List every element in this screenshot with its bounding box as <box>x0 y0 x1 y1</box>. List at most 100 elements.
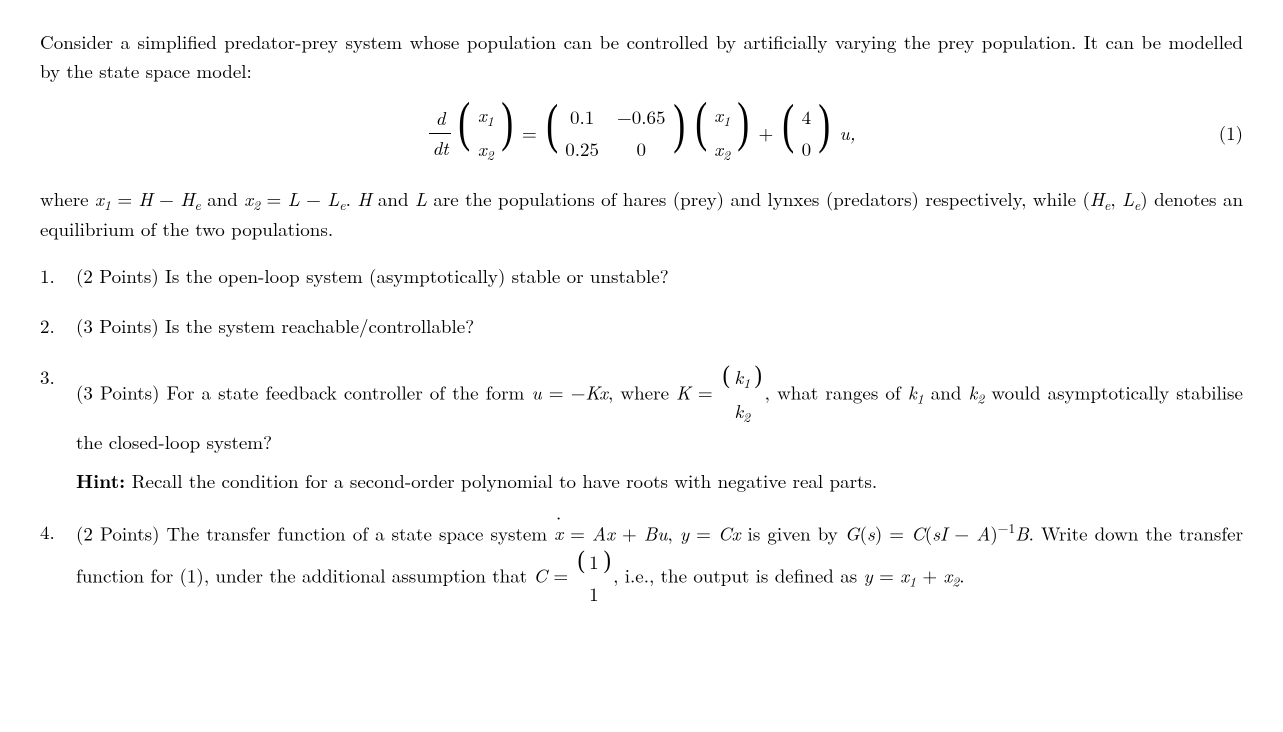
x1b: x <box>714 101 723 128</box>
krow-0s: 1 <box>743 373 750 392</box>
q4-eq5: = <box>873 561 900 588</box>
q4-u: u <box>657 519 667 546</box>
w-r2: L <box>415 185 427 212</box>
C-row-matrix: ( 1 1 ) <box>577 548 612 609</box>
q1-text: Is the open-loop system (asymptotically)… <box>159 262 669 289</box>
state-vector-rhs: ( x1 x2 ) <box>692 101 753 166</box>
q2-marker: 2. <box>40 312 55 341</box>
q4-eq3: = <box>882 519 911 546</box>
q4-s: s <box>867 519 875 546</box>
q3-Keq: = <box>691 378 720 405</box>
q4-C: C <box>718 519 732 546</box>
B-vector: ( 4 0 ) <box>779 103 833 164</box>
w-H: H <box>139 185 153 212</box>
q3-marker: 3. <box>40 363 55 392</box>
q4-eq2: = <box>689 519 718 546</box>
where-pre: where <box>40 185 95 212</box>
q4-dot: . <box>959 561 964 588</box>
w-eq1: = <box>111 185 139 212</box>
ddt-num: d <box>429 104 451 133</box>
q3-where: , where <box>608 378 676 405</box>
q3-K2: K <box>676 378 691 405</box>
w-eq2: = <box>260 185 288 212</box>
w-m1: − <box>153 185 181 212</box>
w-r1: H <box>357 185 371 212</box>
q4-A2: A <box>976 519 990 546</box>
equation-number: (1) <box>1219 119 1243 148</box>
q4-sI: sI <box>932 519 947 546</box>
x1-sub: 1 <box>487 110 494 129</box>
q4-eq1: = <box>563 519 592 546</box>
w-L: L <box>288 185 300 212</box>
q3-hint-text: Recall the condition for a second-order … <box>125 467 877 494</box>
x1: x <box>478 101 487 128</box>
equals-sign: = <box>522 119 537 148</box>
q4-marker: 4. <box>40 518 55 547</box>
q3-and: and <box>924 378 969 405</box>
q3-k2: k <box>969 378 978 405</box>
q4-x1ps: 1 <box>909 571 916 590</box>
q4-y2: y <box>864 561 873 588</box>
w-comma: , <box>1110 185 1122 212</box>
w-He: H <box>180 185 194 212</box>
question-list: 1. (2 Points) Is the open-loop system (a… <box>40 262 1243 609</box>
equation-1: d dt ( x1 x2 ) = ( 0.1 −0.65 0.25 0 ) ( … <box>40 99 1243 167</box>
w-x1s: 1 <box>104 195 111 214</box>
intro-text: Consider a simplified predator-prey syst… <box>40 28 1243 84</box>
q4-B: B <box>644 519 657 546</box>
crow-1: 1 <box>589 580 599 609</box>
q4-C3: C <box>533 561 547 588</box>
q4-xdot: x <box>554 519 563 546</box>
w-m2: − <box>300 185 328 212</box>
B-1: 0 <box>802 135 812 164</box>
where-paragraph: where x1 = H − He and x2 = L − Le. H and… <box>40 185 1243 244</box>
w-r3: are the populations of hares (prey) and … <box>427 185 1090 212</box>
x2: x <box>478 135 487 162</box>
q1-marker: 1. <box>40 262 55 291</box>
q4-A: A <box>592 519 606 546</box>
q4-Go: ( <box>860 519 867 546</box>
q4-inv: −1 <box>998 518 1015 537</box>
q4-B2: B <box>1015 519 1028 546</box>
plus-sign: + <box>758 119 773 148</box>
q3-post: , what ranges of <box>765 378 908 405</box>
crow-0: 1 <box>589 548 599 577</box>
q4-points: (2 Points) <box>76 519 159 546</box>
question-3: 3. (3 Points) For a state feedback contr… <box>76 363 1243 496</box>
w-and2: and <box>371 185 415 212</box>
q4-given: is given by <box>740 519 844 546</box>
w-Le2: L <box>1122 185 1134 212</box>
A-matrix: ( 0.1 −0.65 0.25 0 ) <box>543 103 688 164</box>
x2b-sub: 2 <box>723 145 730 164</box>
q2-text: Is the system reachable/controllable? <box>159 312 474 339</box>
q4-pre: The transfer function of a state space s… <box>159 519 554 546</box>
state-vector-lhs: ( x1 x2 ) <box>455 101 516 166</box>
A-10: 0.25 <box>565 135 599 164</box>
x2b: x <box>714 135 723 162</box>
K-row-matrix: ( k1 k2 ) <box>722 363 763 428</box>
q4-x2p: x <box>943 561 952 588</box>
q4-eq4: = <box>547 561 574 588</box>
q4-plus2: + <box>916 561 943 588</box>
q4-min: − <box>947 519 976 546</box>
B-0: 4 <box>802 103 812 132</box>
q3-hint-label: Hint: <box>76 466 125 494</box>
x2-sub: 2 <box>487 145 494 164</box>
x1b-sub: 1 <box>723 110 730 129</box>
q3-eq: = − <box>542 378 586 405</box>
krow-0: k <box>734 363 743 390</box>
A-00: 0.1 <box>565 103 599 132</box>
ddt-fraction: d dt <box>429 104 451 162</box>
A-01: −0.65 <box>617 103 666 132</box>
question-2: 2. (3 Points) Is the system reachable/co… <box>76 312 1243 341</box>
w-x2: x <box>244 185 253 212</box>
q3-points: (3 Points) <box>76 378 160 405</box>
q2-points: (3 Points) <box>76 312 159 339</box>
q4-plus: + <box>615 519 644 546</box>
w-He2: H <box>1090 185 1104 212</box>
q3-k1s: 1 <box>917 388 924 407</box>
w-x1: x <box>95 185 104 212</box>
u-label: u, <box>840 119 856 148</box>
q1-points: (2 Points) <box>76 262 159 289</box>
q4-G: G <box>845 519 860 546</box>
